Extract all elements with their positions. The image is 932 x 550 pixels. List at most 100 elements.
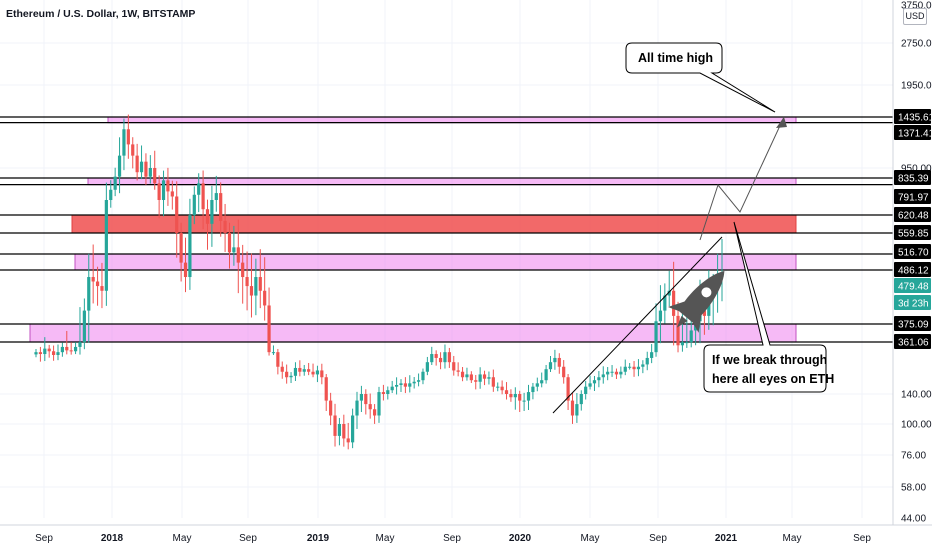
price-tag[interactable]: 835.39	[894, 170, 931, 185]
price-tick-label: 100.00	[901, 420, 932, 431]
time-axis[interactable]: Sep 2018 May Sep 2019 May Sep 2020 May Sep 2021 May…	[0, 524, 932, 544]
candle-body	[606, 371, 610, 375]
price-tick-label: 1950.00	[901, 81, 932, 92]
candle-body	[390, 386, 394, 391]
candle-body	[337, 424, 342, 436]
candle-body	[351, 415, 355, 443]
price-tag-box	[894, 295, 931, 310]
candle-body	[469, 374, 473, 381]
zone-rect[interactable]	[74, 253, 797, 271]
candle-body	[179, 232, 183, 263]
candle-body	[548, 362, 553, 370]
trend-line[interactable]	[552, 236, 723, 414]
candle-body	[43, 348, 47, 355]
candle-body	[399, 383, 403, 385]
candle-body	[342, 424, 346, 439]
candle-body	[100, 286, 104, 291]
zone-rect[interactable]	[107, 116, 797, 124]
candle-body	[438, 357, 443, 363]
candle-body	[434, 354, 438, 358]
price-tag[interactable]: 791.97	[894, 189, 931, 204]
candle-body	[685, 342, 689, 344]
callout-all-time-high[interactable]: All time high	[625, 42, 776, 113]
candle-body	[302, 369, 306, 372]
price-tick-label: 58.00	[901, 483, 926, 494]
price-tag[interactable]: 479.48	[894, 278, 931, 293]
candle-body	[153, 168, 157, 184]
rocket-flame	[676, 315, 688, 328]
candle-body	[562, 366, 566, 378]
candle-body	[610, 371, 614, 373]
symbol-title: Ethereum / U.S. Dollar, 1W, BITSTAMP	[6, 8, 195, 20]
candle-body	[51, 351, 56, 355]
candle-body	[601, 374, 605, 378]
price-tag[interactable]: 361.06	[894, 334, 931, 349]
time-tick-label: Sep	[239, 533, 257, 544]
time-tick-label: 2018	[101, 533, 124, 544]
candle-body	[579, 394, 583, 405]
candle-body	[408, 383, 412, 387]
price-tag[interactable]: 559.85	[894, 225, 931, 240]
drawings[interactable]: All time high If we break through here all…	[552, 42, 834, 414]
price-tag[interactable]: 1435.61	[894, 109, 932, 124]
candle-body	[232, 247, 236, 253]
candle-body	[482, 374, 487, 379]
candle-body	[614, 371, 619, 375]
candle-body	[214, 193, 218, 200]
price-tag[interactable]: 620.48	[894, 207, 931, 222]
price-tag[interactable]: 516.70	[894, 244, 931, 259]
price-tag-label: 479.48	[898, 282, 929, 293]
candle-body	[166, 180, 170, 192]
projection-path[interactable]	[699, 116, 785, 241]
price-tag-box	[894, 316, 931, 331]
currency-label: USD	[905, 11, 925, 21]
time-tick-label: Sep	[649, 533, 667, 544]
time-tick-label: Sep	[35, 533, 53, 544]
candle-body	[307, 369, 311, 372]
candle-body	[91, 277, 95, 282]
candle-body	[324, 377, 328, 401]
candle-body	[188, 215, 192, 278]
candle-body	[386, 390, 390, 394]
candle-body	[566, 377, 570, 401]
price-tag[interactable]: 486.12	[894, 262, 931, 277]
price-tag[interactable]: 375.09	[894, 316, 931, 331]
price-tag[interactable]: 1371.41	[894, 125, 932, 140]
price-axis[interactable]: 3750.00 2750.00 1950.00 950.00 140.00 100.00 7…	[892, 0, 932, 550]
candle-body	[557, 357, 561, 367]
candle-body	[584, 386, 588, 394]
candle-body	[641, 364, 645, 367]
candle-body	[364, 394, 368, 405]
candle-body	[394, 384, 399, 387]
rocket-fin-right	[692, 311, 702, 333]
currency-button[interactable]: USD	[903, 8, 927, 25]
price-tag-label: 1435.61	[898, 113, 932, 124]
time-tick-label: May	[376, 533, 395, 544]
price-tag-label: 516.70	[898, 248, 929, 259]
price-tick-label: 950.00	[901, 164, 932, 175]
zone-rect[interactable]	[87, 177, 797, 186]
candle-body	[113, 176, 117, 190]
price-tag-box	[894, 125, 931, 140]
candle-body	[293, 367, 298, 376]
time-tick-label: May	[581, 533, 600, 544]
callout-breakout[interactable]: If we break through here all eyes on ETH	[703, 221, 834, 393]
candle-body	[421, 371, 425, 381]
candle-body	[478, 374, 482, 382]
candle-body	[680, 342, 685, 346]
candle-body	[320, 370, 324, 378]
candle-body	[161, 180, 166, 200]
candle-body	[205, 209, 210, 224]
zone-rect[interactable]	[29, 323, 797, 343]
candle-body	[526, 392, 531, 401]
zone-rect[interactable]	[71, 214, 797, 234]
price-tag[interactable]: 3d 23h	[894, 295, 931, 310]
candle-body	[553, 357, 557, 363]
candle-body	[535, 383, 539, 387]
candle-body	[73, 346, 78, 352]
candle-body	[263, 290, 267, 306]
support-resistance-zones[interactable]	[0, 116, 893, 343]
price-tick-label: 76.00	[901, 451, 926, 462]
candle-body	[219, 193, 223, 221]
